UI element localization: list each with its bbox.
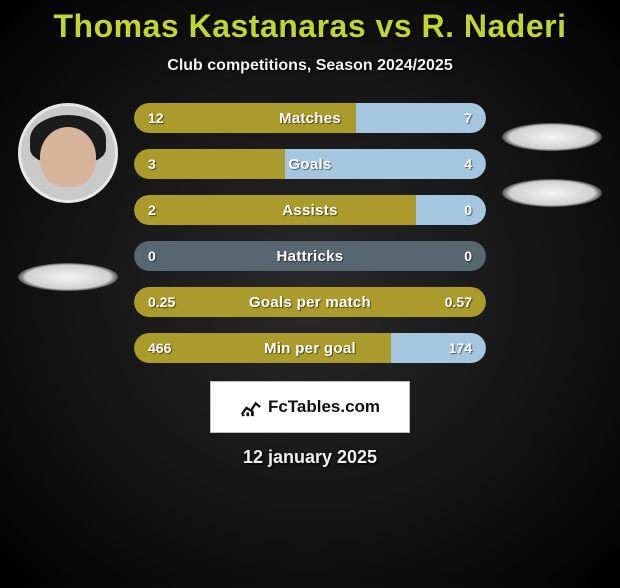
player-right-name-shadow [502, 179, 602, 207]
stat-label: Hattricks [134, 241, 486, 271]
player-left-avatar [18, 103, 118, 203]
stat-label: Assists [134, 195, 486, 225]
footer: FcTables.com 12 january 2025 [0, 381, 620, 468]
branding-badge: FcTables.com [210, 381, 410, 433]
subtitle: Club competitions, Season 2024/2025 [0, 57, 620, 75]
stat-row: 0.25Goals per match0.57 [134, 287, 486, 317]
page-title: Thomas Kastanaras vs R. Naderi [0, 8, 620, 45]
player-left-name-shadow [18, 263, 118, 291]
stat-value-right: 4 [464, 149, 472, 179]
stat-label: Goals per match [134, 287, 486, 317]
player-right-avatar-shadow [502, 123, 602, 151]
stat-value-right: 7 [464, 103, 472, 133]
stat-row: 466Min per goal174 [134, 333, 486, 363]
player-left-column [8, 103, 128, 291]
stat-row: 2Assists0 [134, 195, 486, 225]
stat-row: 12Matches7 [134, 103, 486, 133]
branding-logo-icon [240, 396, 262, 418]
date-label: 12 january 2025 [243, 447, 377, 468]
stat-label: Matches [134, 103, 486, 133]
stat-value-right: 0 [464, 195, 472, 225]
stat-value-right: 0 [464, 241, 472, 271]
stats-bars: 12Matches73Goals42Assists00Hattricks00.2… [128, 103, 492, 363]
branding-text: FcTables.com [268, 397, 380, 417]
player-right-column [492, 103, 612, 207]
stat-label: Min per goal [134, 333, 486, 363]
stat-row: 0Hattricks0 [134, 241, 486, 271]
stat-value-right: 174 [449, 333, 472, 363]
comparison-panel: 12Matches73Goals42Assists00Hattricks00.2… [0, 103, 620, 363]
stat-value-right: 0.57 [445, 287, 472, 317]
stat-label: Goals [134, 149, 486, 179]
stat-row: 3Goals4 [134, 149, 486, 179]
